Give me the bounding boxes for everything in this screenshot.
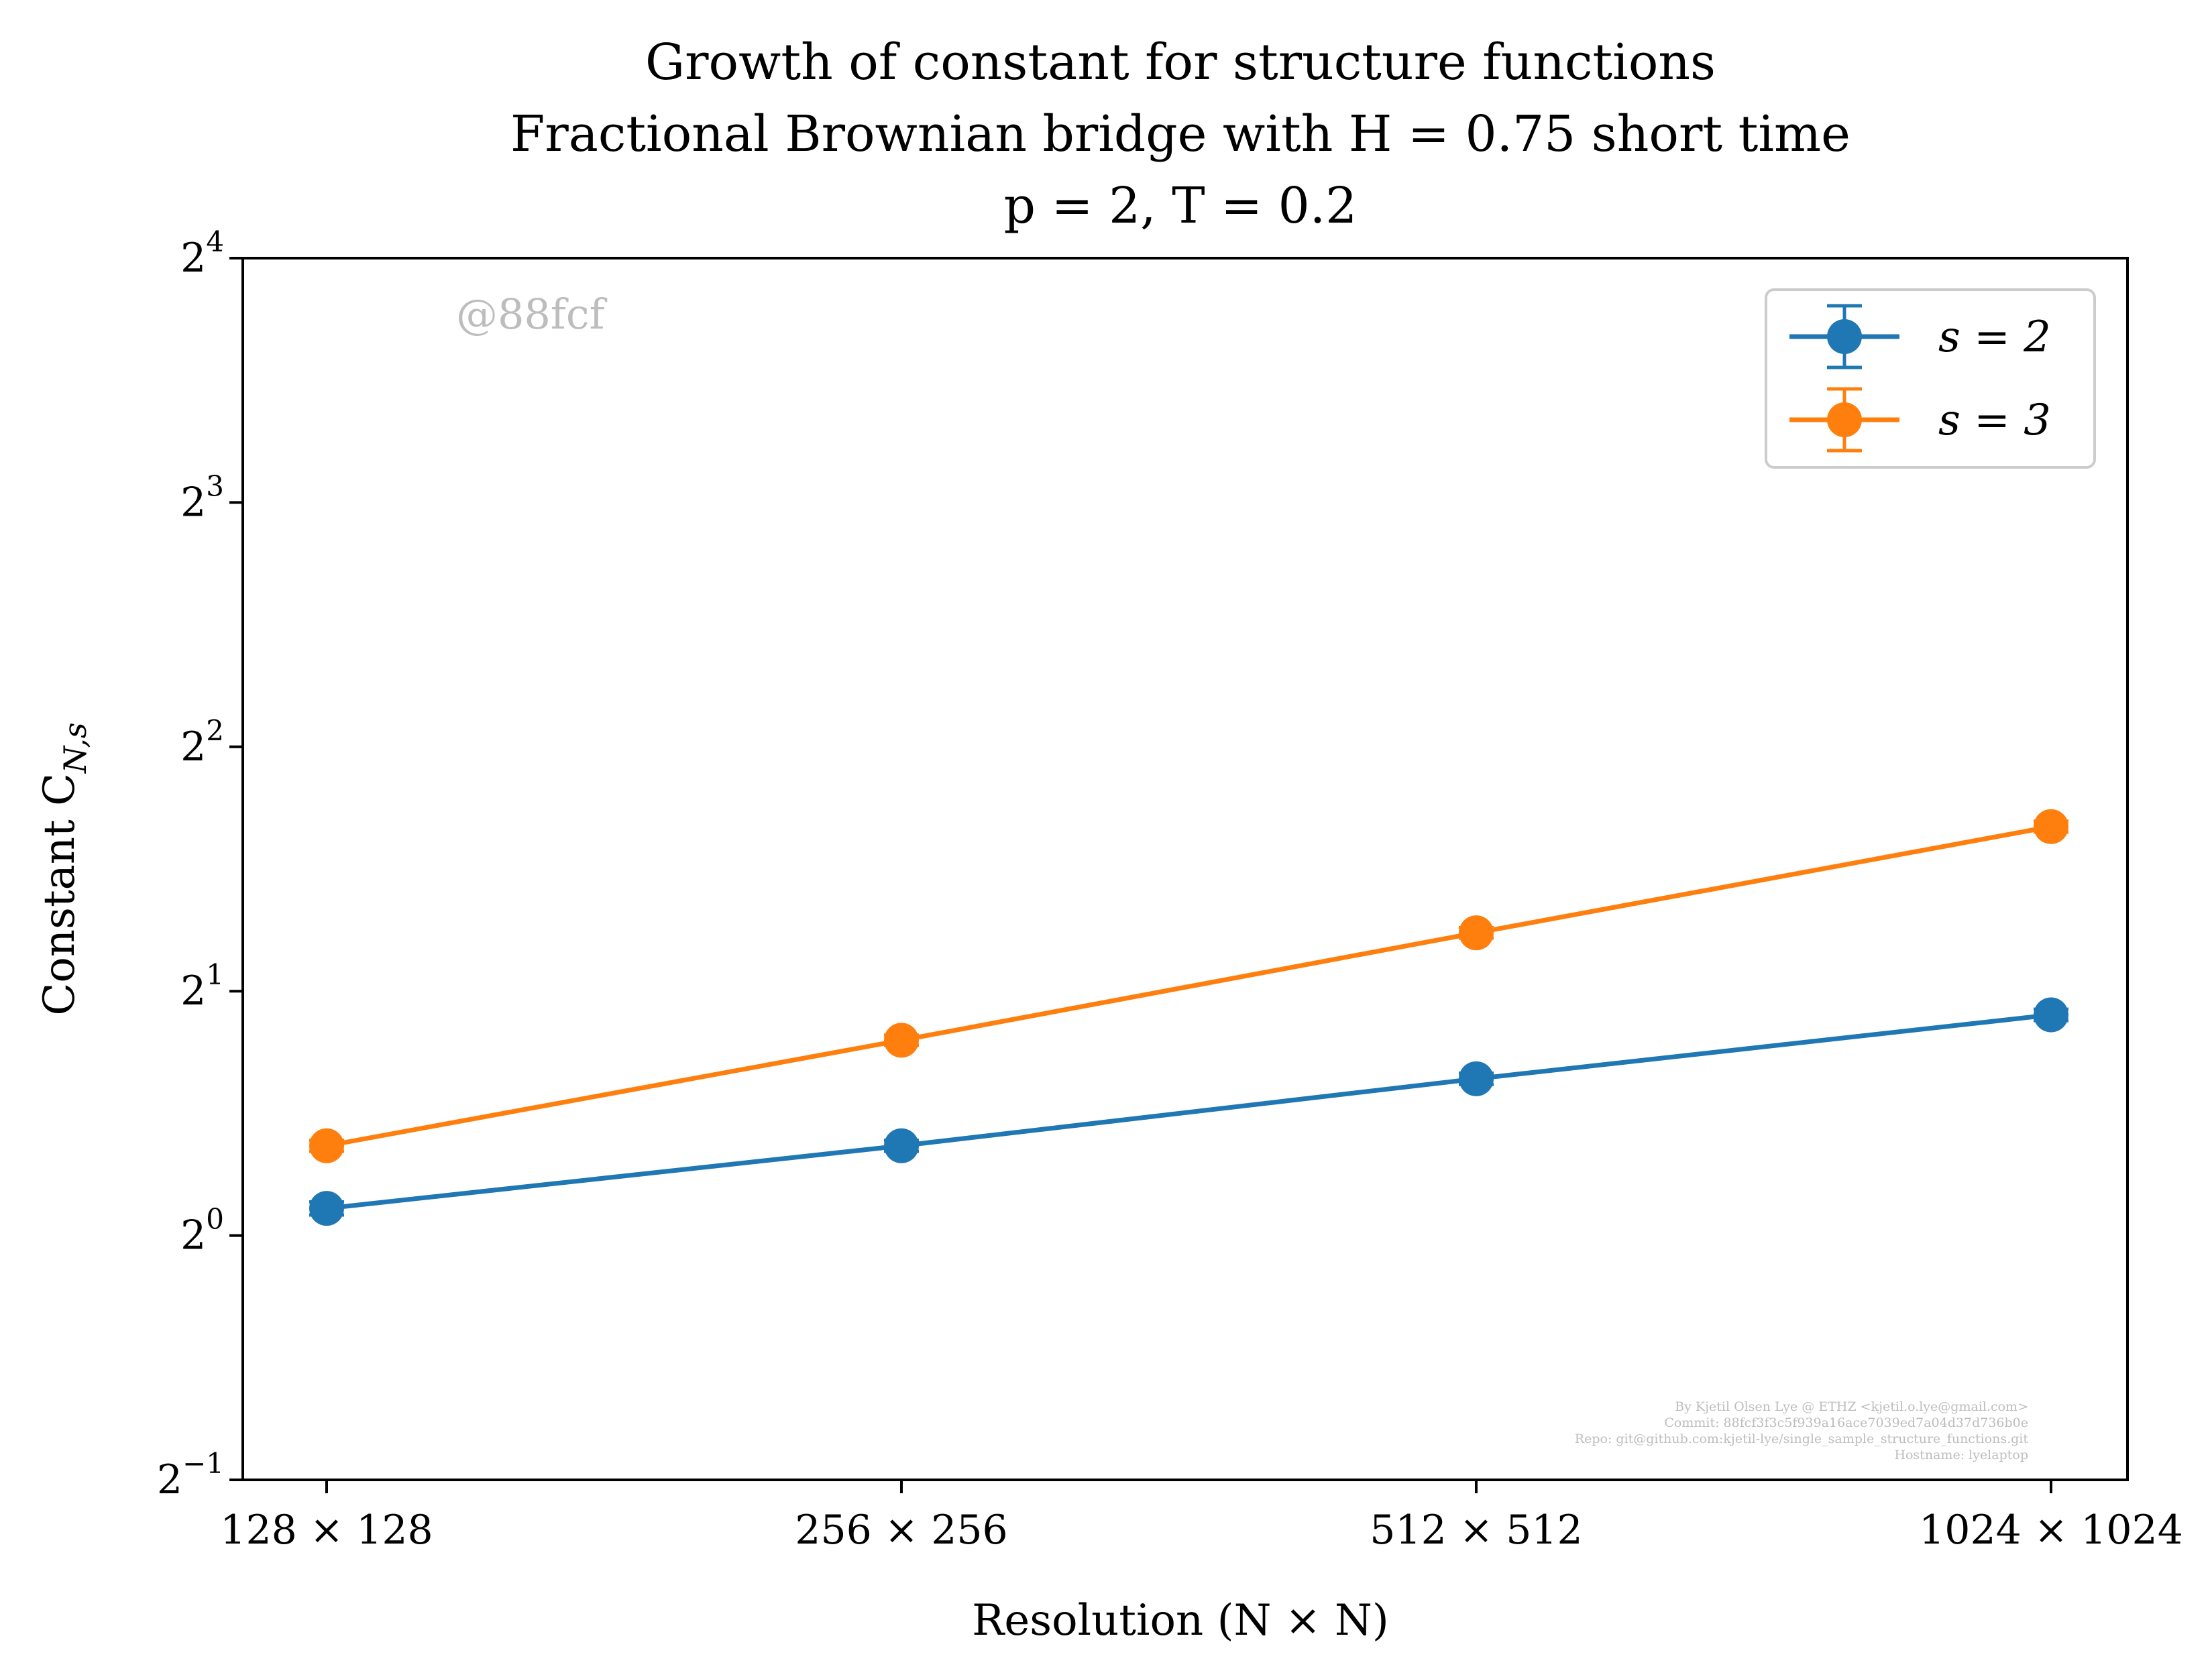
y-tick-label: 21 <box>180 958 224 1015</box>
watermark-text: @88fcf <box>456 290 608 339</box>
legend-marker <box>1827 402 1862 437</box>
legend-label: s = 3 <box>1938 396 2051 445</box>
chart-title-line-3: p = 2, T = 0.2 <box>1004 177 1358 235</box>
y-axis-label-main: Constant C <box>35 773 85 1016</box>
x-tick-label: 128 × 128 <box>220 1507 433 1554</box>
data-point <box>309 1128 344 1163</box>
x-tick-label: 512 × 512 <box>1370 1507 1582 1554</box>
y-tick-label: 24 <box>180 225 224 282</box>
legend-label: s = 2 <box>1938 312 2051 362</box>
legend-entry: s = 2 <box>1789 304 2051 369</box>
y-axis-label-subscript: N,s <box>57 722 93 774</box>
data-point <box>2034 997 2068 1033</box>
plot-frame <box>241 257 2129 1481</box>
data-point <box>309 1191 344 1226</box>
chart-title-line-1: Growth of constant for structure functio… <box>645 34 1716 91</box>
credit-line-1: By Kjetil Olsen Lye @ ETHZ <kjetil.o.lye… <box>1675 1399 2028 1414</box>
x-tick-label: 256 × 256 <box>795 1507 1007 1554</box>
x-axis-ticks: 128 × 128 256 × 256 512 × 512 1024 × 1024 <box>220 1480 2183 1554</box>
legend-marker <box>1827 319 1862 354</box>
y-tick-label: 22 <box>180 714 224 770</box>
credit-line-2: Commit: 88fcf3f3c5f939a16ace7039ed7a04d3… <box>1664 1415 2028 1430</box>
legend: s = 2 s = 3 <box>1765 288 2096 469</box>
data-point <box>884 1128 919 1163</box>
series-line <box>326 824 2052 1149</box>
credit-line-3: Repo: git@github.com:kjetil-lye/single_s… <box>1575 1432 2029 1446</box>
data-point <box>1459 915 1494 951</box>
data-point <box>1459 1061 1494 1096</box>
credit-line-4: Hostname: lyelaptop <box>1894 1448 2028 1462</box>
series-2 <box>309 809 2068 1163</box>
credit-block: By Kjetil Olsen Lye @ ETHZ <kjetil.o.lye… <box>1575 1399 2029 1462</box>
y-axis-label: Constant CN,s <box>35 722 93 1015</box>
data-point <box>2034 809 2068 844</box>
y-axis-ticks: 2−1 20 21 22 23 24 <box>157 225 243 1503</box>
data-point <box>884 1023 919 1058</box>
legend-entry: s = 3 <box>1789 387 2051 453</box>
x-axis-label: Resolution (N × N) <box>972 1596 1389 1645</box>
series-layer <box>309 809 2068 1226</box>
series-line <box>326 1012 2052 1211</box>
y-tick-label: 23 <box>180 469 224 526</box>
y-tick-label: 20 <box>180 1203 224 1259</box>
y-tick-label: 2−1 <box>157 1447 224 1503</box>
x-tick-label: 1024 × 1024 <box>1919 1507 2183 1554</box>
series-1 <box>309 997 2068 1226</box>
chart-title-line-2: Fractional Brownian bridge with H = 0.75… <box>510 105 1850 163</box>
